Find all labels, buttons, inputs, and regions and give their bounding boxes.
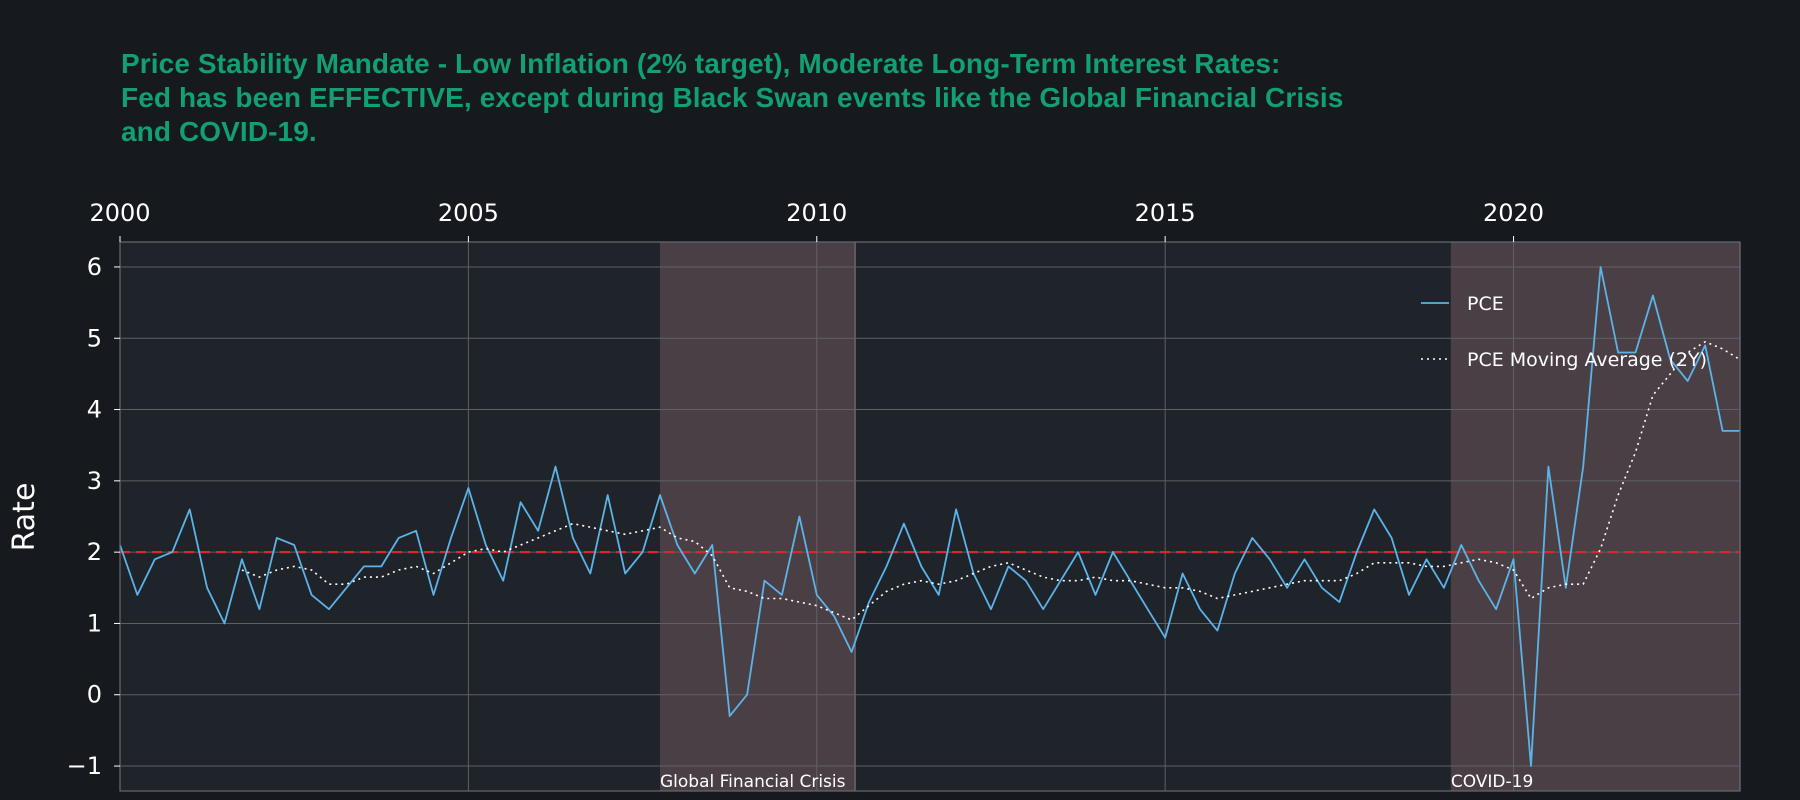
x-tick-label: 2005	[438, 199, 499, 227]
chart-title-line-3: and COVID-19.	[121, 116, 317, 147]
y-axis: −1 0 1 2 3 4 5 6	[67, 253, 120, 780]
legend-label-pce: PCE	[1467, 293, 1504, 315]
y-tick-label: 6	[87, 253, 102, 281]
shaded-period-label: COVID-19	[1451, 772, 1533, 792]
series-line-pce	[119, 266, 1740, 767]
shaded-period-label: Global Financial Crisis	[660, 772, 846, 792]
y-tick-label: 1	[87, 609, 102, 637]
x-axis: 2000 2005 2010 2015 2020	[89, 199, 1544, 242]
x-tick-label: 2020	[1483, 199, 1544, 227]
y-tick-label: 3	[87, 467, 102, 495]
x-tick-label: 2000	[89, 199, 150, 227]
y-axis-label: Rate	[7, 483, 42, 552]
x-tick-label: 2015	[1135, 199, 1196, 227]
legend: PCE PCE Moving Average (2Y)	[1421, 293, 1707, 371]
shaded-period	[660, 242, 856, 791]
y-tick-label: 0	[87, 681, 102, 709]
x-tick-label: 2010	[786, 199, 847, 227]
chart-title-line-2: Fed has been EFFECTIVE, except during Bl…	[121, 82, 1344, 113]
legend-label-pce-moving-average: PCE Moving Average (2Y)	[1467, 349, 1707, 371]
plot-area-frame	[119, 241, 1741, 792]
chart-title-line-1: Price Stability Mandate - Low Inflation …	[121, 48, 1281, 79]
y-tick-label: 2	[87, 538, 102, 566]
shaded-period-labels: Global Financial Crisis COVID-19	[660, 772, 1533, 792]
shaded-periods	[660, 242, 1741, 791]
y-tick-label: −1	[67, 752, 102, 780]
series-lines	[119, 266, 1741, 767]
series-line-pce-moving-average	[241, 340, 1741, 621]
y-tick-label: 4	[87, 396, 102, 424]
y-tick-label: 5	[87, 324, 102, 352]
